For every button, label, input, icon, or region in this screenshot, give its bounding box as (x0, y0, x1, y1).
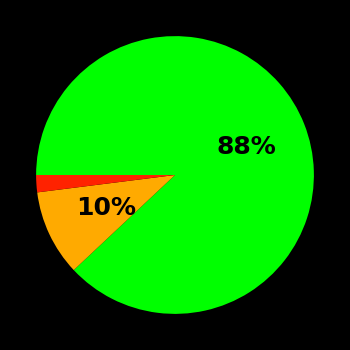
Text: 88%: 88% (216, 135, 276, 159)
Wedge shape (37, 175, 175, 270)
Wedge shape (36, 175, 175, 192)
Text: 10%: 10% (76, 196, 136, 219)
Wedge shape (36, 36, 314, 314)
